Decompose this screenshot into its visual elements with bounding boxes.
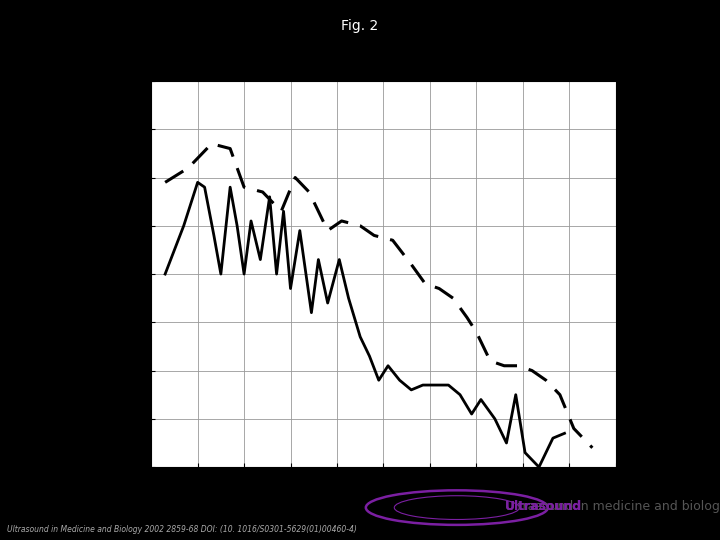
Y-axis label: Power [dB]: Power [dB] xyxy=(94,222,112,326)
X-axis label: Frequency [MHz]: Frequency [MHz] xyxy=(305,494,462,512)
Text: Ultrasound in medicine and biology: Ultrasound in medicine and biology xyxy=(505,500,720,513)
Text: Ultrasound: Ultrasound xyxy=(505,500,582,513)
Text: Fig. 2: Fig. 2 xyxy=(341,19,379,33)
Text: Ultrasound: Ultrasound xyxy=(505,500,582,513)
Text: Ultrasound in Medicine and Biology 2002 2859-68 DOI: (10. 1016/S0301-5629(01)004: Ultrasound in Medicine and Biology 2002 … xyxy=(7,524,357,534)
